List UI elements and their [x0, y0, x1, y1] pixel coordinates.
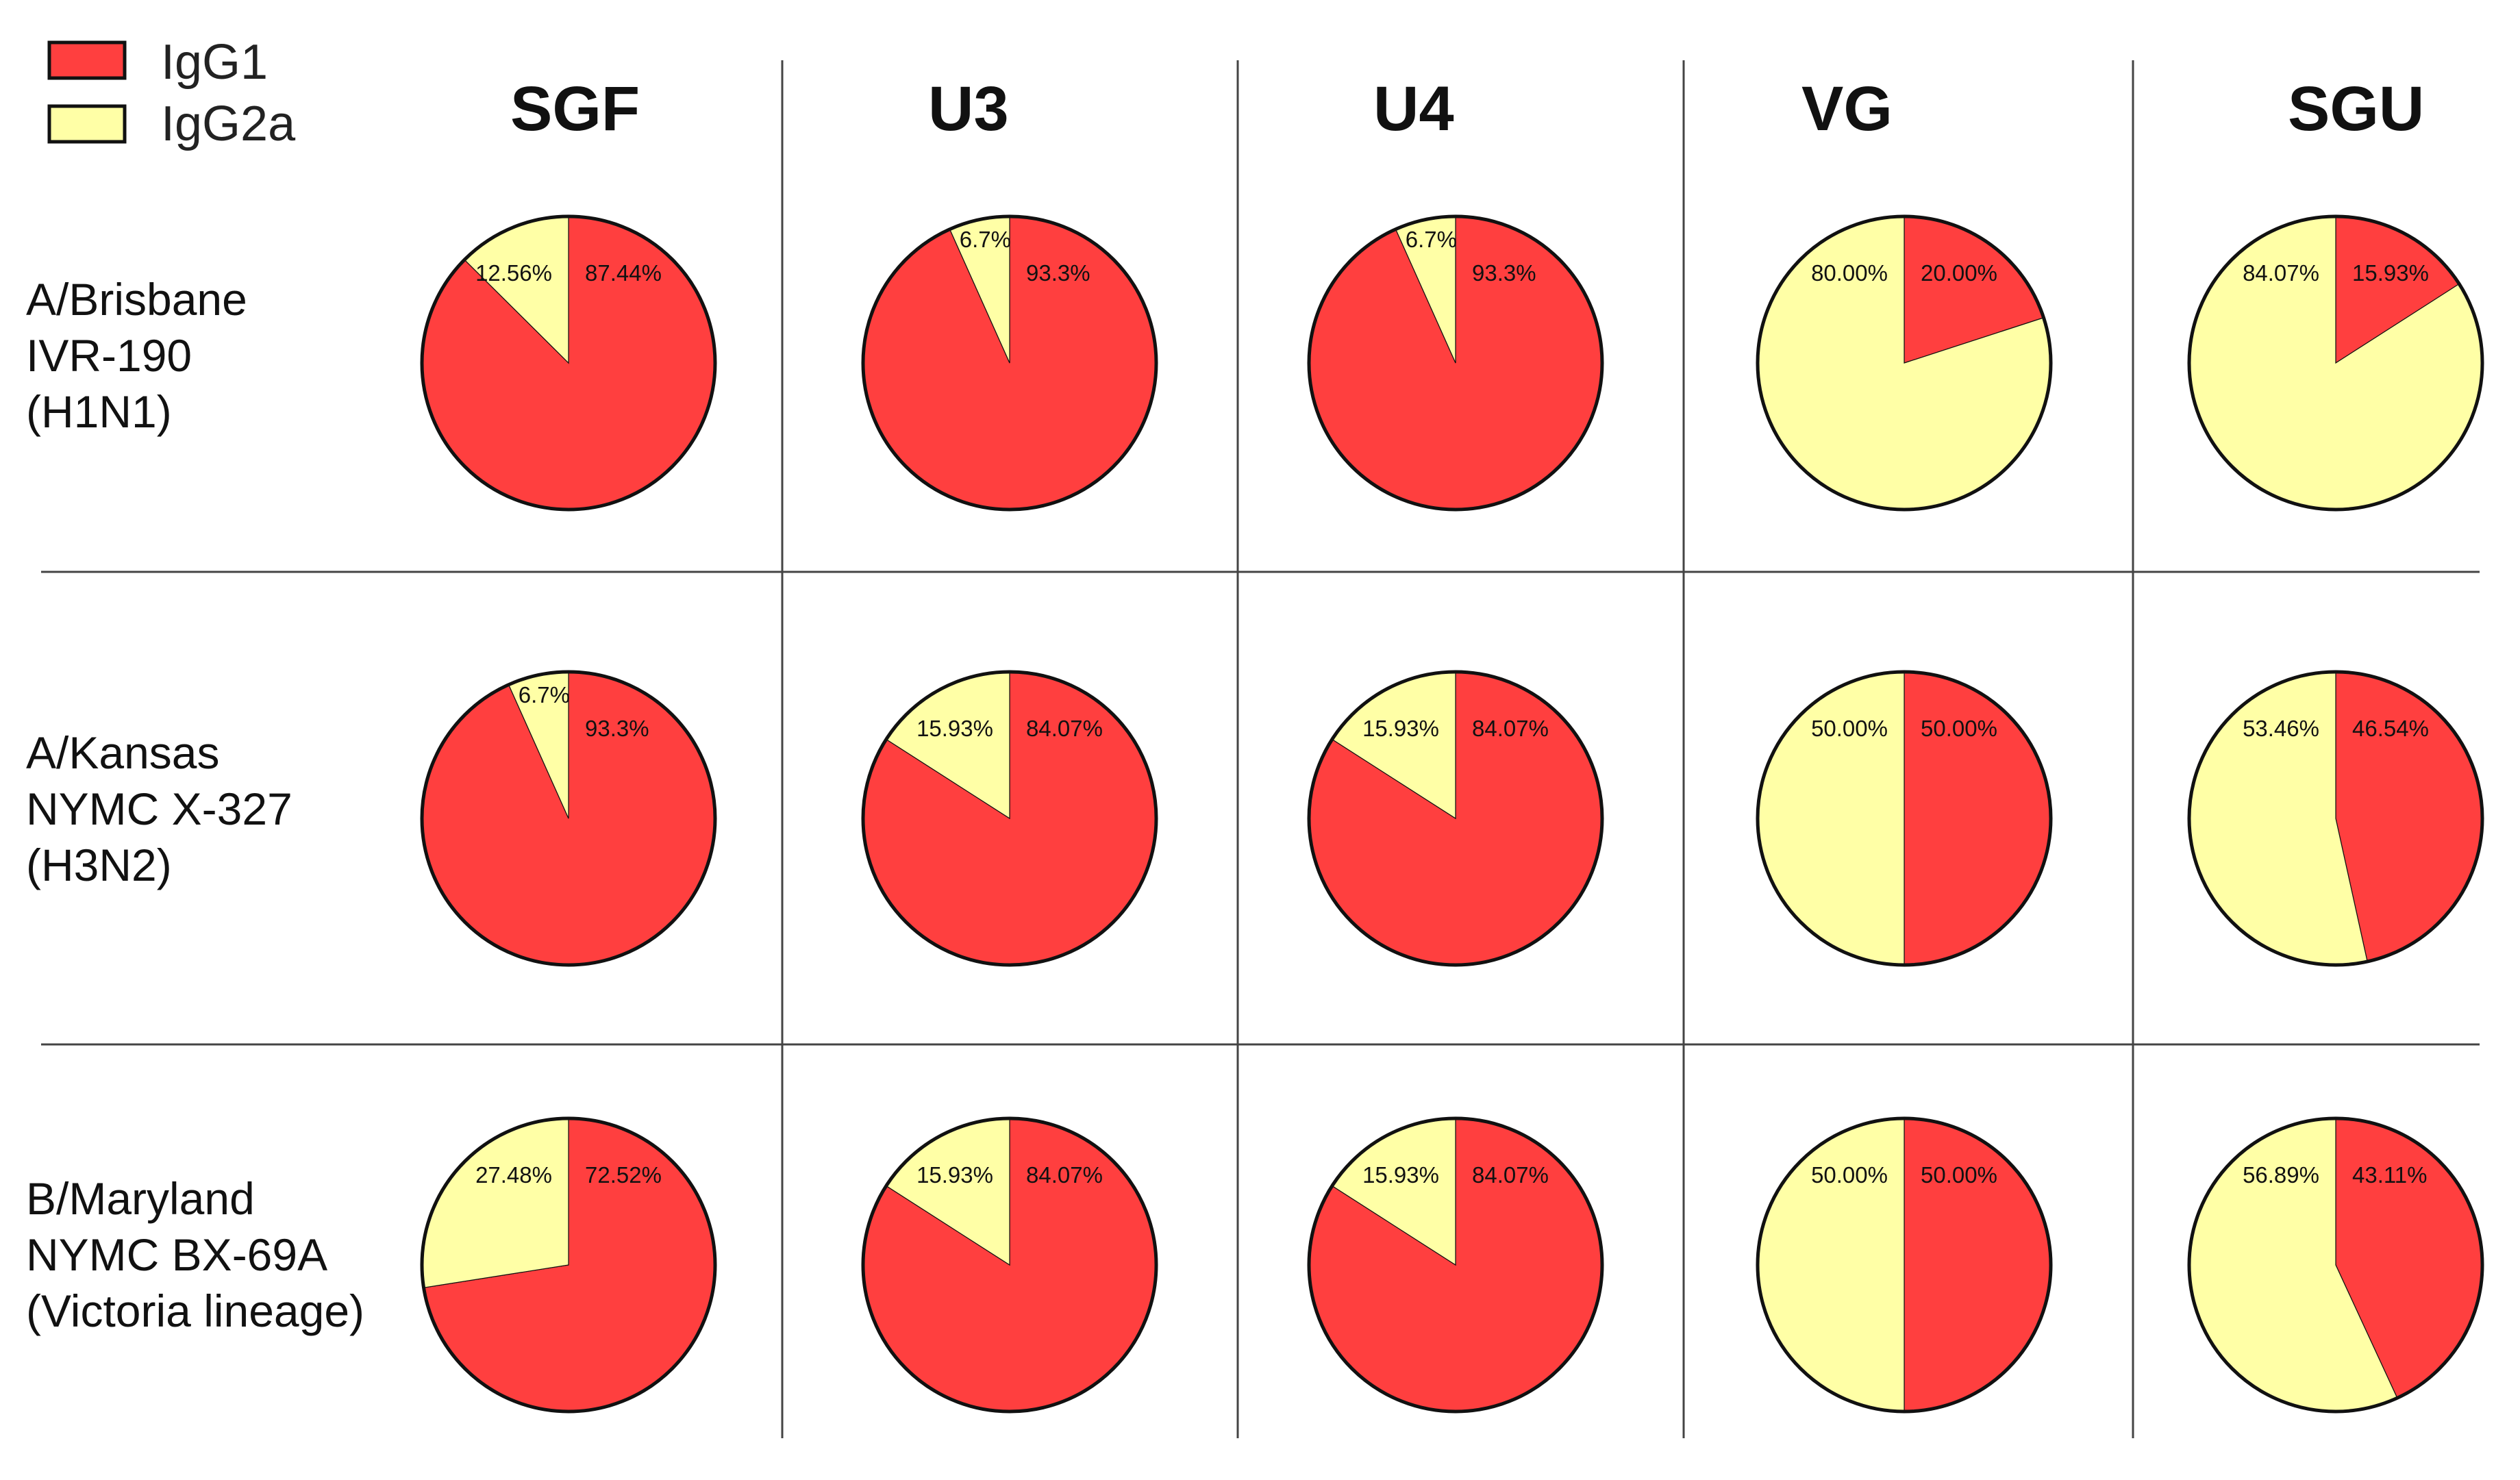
pie-u3-row-1: 93.3% 6.7%	[861, 214, 1158, 512]
pie-outline	[2187, 1116, 2484, 1414]
legend-label-igg2a: IgG2a	[161, 97, 296, 151]
row-label-line: (H3N2)	[26, 840, 172, 890]
data-label-igg1: 43.11%	[2352, 1162, 2427, 1188]
slice-igg2a	[421, 1118, 569, 1288]
data-label-igg1: 72.52%	[585, 1162, 662, 1188]
legend-swatch-igg1	[47, 40, 127, 80]
row-label-line: A/Brisbane	[26, 274, 247, 325]
pie-outline	[1307, 670, 1604, 967]
row-label-line: NYMC X-327	[26, 783, 292, 834]
data-label-igg1: 84.07%	[1026, 716, 1103, 741]
legend-label-igg1: IgG1	[161, 35, 268, 90]
pie-sgu-row-1: 15.93% 84.07%	[2187, 214, 2484, 512]
row-label-line: (Victoria lineage)	[26, 1285, 364, 1336]
pie-vg-row-2: 50.00% 50.00%	[1756, 670, 2053, 967]
data-label-igg2a: 6.7%	[519, 682, 570, 707]
pie-sgf-row-1: 87.44% 12.56%	[420, 214, 717, 512]
grid-dividers	[41, 60, 2480, 1438]
column-header-sgf: SGF	[510, 74, 640, 144]
pie-u4-row-2: 84.07% 15.93%	[1307, 670, 1604, 967]
pie-outline	[1307, 214, 1604, 512]
column-header-u4: U4	[1373, 74, 1454, 144]
data-label-igg2a: 15.93%	[916, 716, 993, 741]
data-label-igg1: 46.54%	[2352, 716, 2429, 741]
data-label-igg2a: 50.00%	[1811, 1162, 1888, 1188]
pie-u3-row-2: 84.07% 15.93%	[861, 670, 1158, 967]
pie-outline	[2187, 670, 2484, 967]
legend-swatch-igg2a	[47, 104, 127, 144]
pie-outline	[861, 1116, 1158, 1414]
pie-u4-row-1: 93.3% 6.7%	[1307, 214, 1604, 512]
data-label-igg1: 84.07%	[1472, 716, 1549, 741]
pie-sgf-row-2: 93.3% 6.7%	[420, 670, 717, 967]
column-header-vg: VG	[1801, 74, 1893, 144]
data-label-igg2a: 50.00%	[1811, 716, 1888, 741]
data-label-igg1: 87.44%	[585, 260, 662, 286]
pie-vg-row-1: 20.00% 80.00%	[1756, 214, 2053, 512]
pie-outline	[2187, 214, 2484, 512]
pie-outline	[420, 1116, 717, 1414]
data-label-igg1: 50.00%	[1921, 716, 1997, 741]
pie-outline	[861, 214, 1158, 512]
pie-outline	[1756, 214, 2053, 512]
data-label-igg2a: 15.93%	[1362, 1162, 1439, 1188]
pie-outline	[861, 670, 1158, 967]
row-label-line: NYMC BX-69A	[26, 1229, 327, 1280]
data-label-igg1: 93.3%	[1026, 260, 1090, 286]
data-label-igg2a: 12.56%	[475, 260, 552, 286]
data-label-igg1: 93.3%	[585, 716, 649, 741]
data-label-igg2a: 53.46%	[2243, 716, 2319, 741]
pie-outline	[420, 670, 717, 967]
data-label-igg1: 20.00%	[1921, 260, 1997, 286]
column-header-sgu: SGU	[2288, 74, 2424, 144]
data-label-igg2a: 56.89%	[2243, 1162, 2319, 1188]
column-header-u3: U3	[928, 74, 1009, 144]
row-label-line: A/Kansas	[26, 727, 220, 778]
legend: IgG1 IgG2a	[47, 35, 296, 151]
pie-vg-row-3: 50.00% 50.00%	[1756, 1116, 2053, 1414]
row-label-line: IVR-190	[26, 330, 192, 381]
column-headers: SGF U3 U4 VG SGU	[510, 74, 2424, 144]
data-label-igg2a: 15.93%	[1362, 716, 1439, 741]
data-label-igg2a: 80.00%	[1811, 260, 1888, 286]
pie-u4-row-3: 84.07% 15.93%	[1307, 1116, 1604, 1414]
pie-outline	[1756, 1116, 2053, 1414]
row-label-line: B/Maryland	[26, 1173, 255, 1224]
pie-outline	[1756, 670, 2053, 967]
pie-sgu-row-3: 43.11% 56.89%	[2187, 1116, 2484, 1414]
pies: 87.44% 12.56% 93.3% 6.7% 93.3% 6.7% 20.00% 80.0…	[420, 214, 2484, 1414]
row-label-line: (H1N1)	[26, 386, 172, 437]
data-label-igg2a: 6.7%	[1406, 227, 1457, 252]
data-label-igg2a: 84.07%	[2243, 260, 2319, 286]
data-label-igg1: 15.93%	[2352, 260, 2429, 286]
pie-outline	[1307, 1116, 1604, 1414]
data-label-igg1: 84.07%	[1026, 1162, 1103, 1188]
pie-u3-row-3: 84.07% 15.93%	[861, 1116, 1158, 1414]
data-label-igg1: 84.07%	[1472, 1162, 1549, 1188]
data-label-igg1: 50.00%	[1921, 1162, 1997, 1188]
data-label-igg2a: 27.48%	[475, 1162, 552, 1188]
data-label-igg1: 93.3%	[1472, 260, 1536, 286]
data-label-igg2a: 15.93%	[916, 1162, 993, 1188]
pie-sgf-row-3: 72.52% 27.48%	[420, 1116, 717, 1414]
pie-outline	[420, 214, 717, 512]
pie-sgu-row-2: 46.54% 53.46%	[2187, 670, 2484, 967]
data-label-igg2a: 6.7%	[960, 227, 1011, 252]
